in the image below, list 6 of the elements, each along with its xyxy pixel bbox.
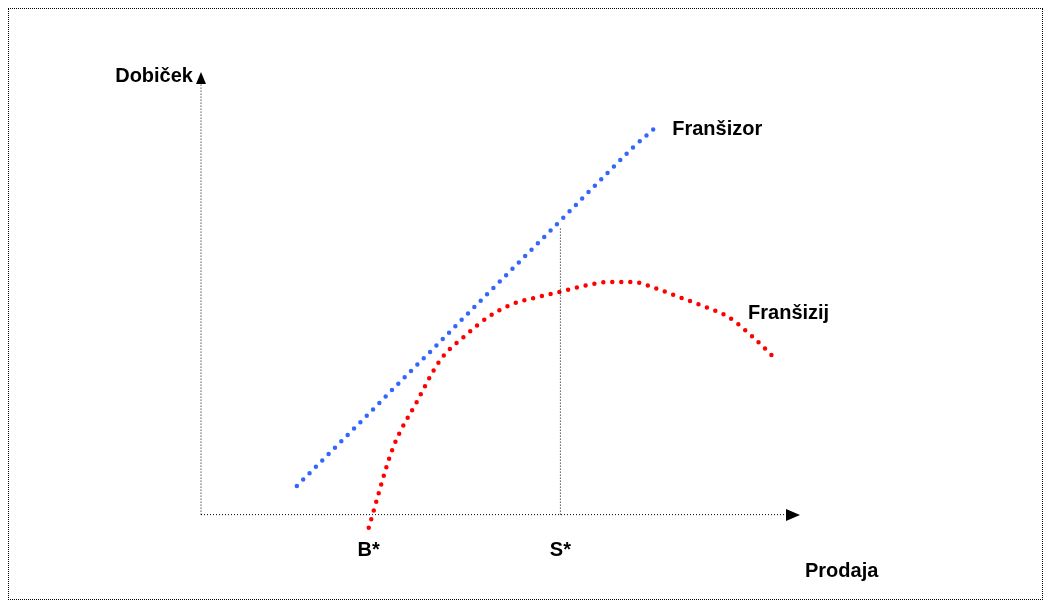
x-axis-title: Prodaja [805,559,880,582]
series-label: Franšizij [748,301,830,324]
series-label: Franšizor [672,117,763,140]
x-tick-label: S* [549,537,572,560]
y-axis-title: Dobiček [115,63,194,86]
x-tick-label: B* [357,537,381,560]
